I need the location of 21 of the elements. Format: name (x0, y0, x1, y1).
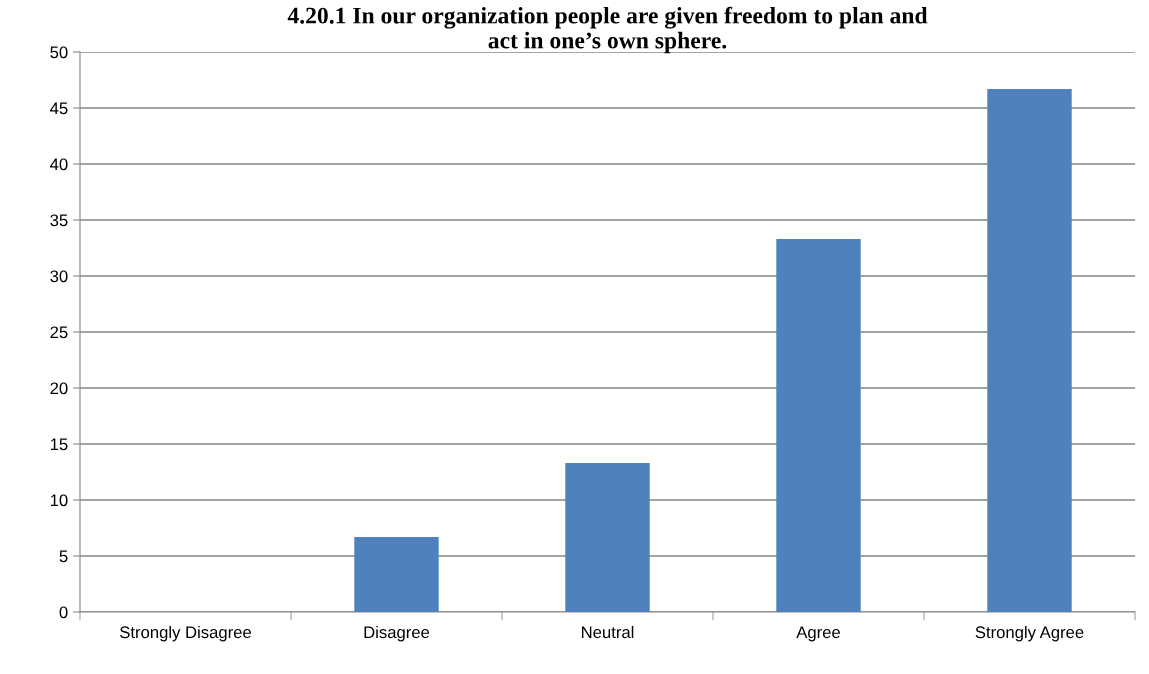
y-tick-label: 0 (59, 606, 68, 619)
bar (354, 536, 439, 612)
bar (776, 239, 861, 612)
bar (987, 88, 1072, 612)
x-tick-label: Strongly Agree (975, 625, 1084, 642)
y-tick-label: 40 (50, 158, 68, 171)
y-tick-label: 20 (50, 382, 68, 395)
x-tick-label: Neutral (582, 625, 634, 639)
y-tick-label: 45 (50, 102, 68, 115)
bar (565, 463, 650, 612)
y-tick-label: 25 (50, 326, 68, 339)
y-tick-label: 15 (50, 438, 68, 451)
x-tick-label: Agree (796, 626, 840, 642)
y-tick-label: 50 (50, 46, 68, 59)
y-tick-label: 10 (50, 494, 68, 507)
y-tick-label: 5 (59, 550, 68, 563)
y-tick-label: 30 (50, 270, 68, 283)
x-tick-label: Disagree (364, 625, 430, 642)
chart-title: 4.20.1 In our organization people are given freedom to plan and act in one’s own sphere. (287, 6, 928, 54)
x-tick-label: Strongly Disagree (120, 625, 251, 642)
y-tick-label: 35 (50, 214, 68, 227)
